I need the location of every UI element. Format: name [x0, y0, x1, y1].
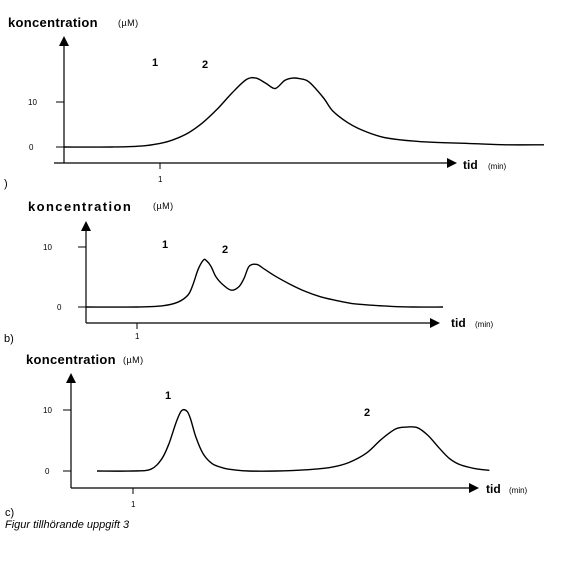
panel-1-peak-label-1: 1	[152, 57, 158, 69]
panel-1-ytick-label-0: 0	[29, 143, 34, 152]
panel-3-ytick-label-0: 0	[45, 467, 50, 476]
panel-3-ylabel: koncentration	[26, 352, 116, 367]
panel-2-xunit: (min)	[475, 320, 494, 329]
panel-3-x-arrow-icon	[469, 483, 479, 493]
panel-1-x-arrow-icon	[447, 158, 457, 168]
panel-1-xlabel: tid	[463, 158, 478, 172]
panel-3-yunit: (µM)	[123, 355, 144, 365]
panel-1-ylabel: koncentration	[8, 15, 98, 30]
panel-3: koncentration (µM) 10 0 1 1 2 tid (min) …	[5, 352, 528, 519]
panel-3-peak-label-2: 2	[364, 407, 370, 419]
panel-2-xtick-label-1: 1	[135, 332, 140, 341]
panel-3-label: c)	[5, 507, 14, 519]
panel-2: koncentration (µM) 10 0 1 1 2 tid (min) …	[4, 199, 494, 345]
figure-caption: Figur tillhörande uppgift 3	[5, 519, 130, 531]
panel-3-xunit: (min)	[509, 486, 528, 495]
panel-2-peak-label-1: 1	[162, 239, 168, 251]
panel-3-curve	[96, 408, 490, 472]
panel-2-ytick-label-10: 10	[43, 243, 52, 252]
panel-1-ytick-label-10: 10	[28, 98, 37, 107]
panel-2-curve	[85, 258, 444, 308]
panel-3-xtick-label-1: 1	[131, 500, 136, 509]
panel-2-y-arrow-icon	[81, 221, 91, 231]
panel-1-curve	[63, 76, 545, 148]
panel-3-y-arrow-icon	[66, 373, 76, 383]
panel-1-peak-label-2: 2	[202, 59, 208, 71]
panel-2-xlabel: tid	[451, 316, 466, 330]
panel-3-peak-label-1: 1	[165, 390, 171, 402]
panel-1-xtick-label-1: 1	[158, 175, 163, 184]
panel-2-label: b)	[4, 333, 14, 345]
panel-1-y-arrow-icon	[59, 36, 69, 46]
panel-2-yunit: (µM)	[153, 201, 174, 211]
panel-3-ytick-label-10: 10	[43, 406, 52, 415]
panel-2-x-arrow-icon	[430, 318, 440, 328]
panel-2-peak-label-2: 2	[222, 244, 228, 256]
panel-1-yunit: (µM)	[118, 18, 139, 28]
panel-3-xlabel: tid	[486, 482, 501, 496]
panel-1-xunit: (min)	[488, 162, 507, 171]
panel-2-ylabel: koncentration	[28, 199, 132, 214]
panel-2-ytick-label-0: 0	[57, 303, 62, 312]
panel-1-label: )	[4, 178, 8, 190]
panel-1: koncentration (µM) 10 0 1 1 2 tid (min) …	[4, 15, 545, 190]
